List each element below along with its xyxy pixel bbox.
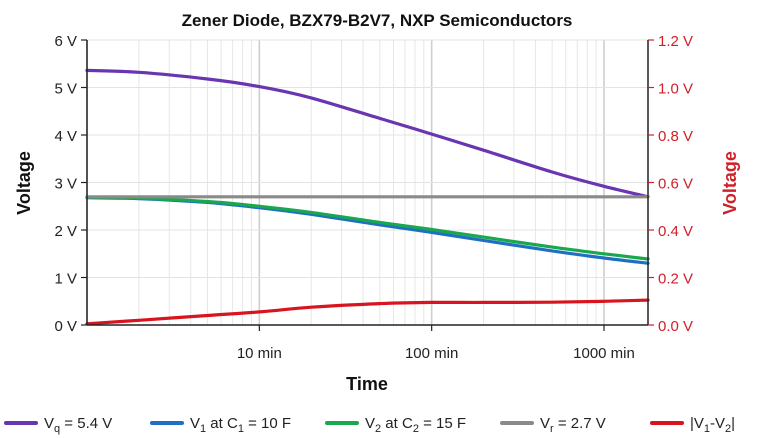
x-tick-label: 1000 min xyxy=(573,345,635,362)
y-axis-label-left: Voltage xyxy=(14,151,34,215)
y-tick-label-right: 0.6 V xyxy=(658,176,693,193)
legend-label-v1: V1 at C1 = 10 F xyxy=(190,415,291,435)
y-tick-label-right: 1.0 V xyxy=(658,81,693,98)
y-tick-label-left: 6 V xyxy=(54,33,77,50)
y-tick-label-left: 2 V xyxy=(54,223,77,240)
legend-label-vq: Vq = 5.4 V xyxy=(44,415,112,435)
x-axis-label: Time xyxy=(346,374,388,394)
legend: Vq = 5.4 V V1 at C1 = 10 F V2 at C2 = 15 F… xyxy=(4,415,735,435)
chart-title: Zener Diode, BZX79-B2V7, NXP Semiconduct… xyxy=(182,11,573,30)
series-lines xyxy=(85,68,650,326)
y-tick-label-right: 0.2 V xyxy=(658,271,693,288)
y-tick-label-left: 1 V xyxy=(54,271,77,288)
x-tick-label: 10 min xyxy=(237,345,282,362)
y-tick-label-left: 0 V xyxy=(54,318,77,335)
legend-label-v2: V2 at C2 = 15 F xyxy=(365,415,466,435)
y-tick-label-right: 1.2 V xyxy=(658,33,693,50)
x-tick-label: 100 min xyxy=(405,345,458,362)
series-line-v2 xyxy=(85,195,650,261)
legend-label-diff: |V1-V2| xyxy=(690,415,735,435)
y-tick-label-left: 3 V xyxy=(54,176,77,193)
y-tick-label-right: 0.0 V xyxy=(658,318,693,335)
axes: 0 V 1 V 2 V 3 V 4 V 5 V 6 V 0.0 V 0.2 V 0.4 V 0.6 … xyxy=(54,33,693,362)
y-tick-label-right: 0.8 V xyxy=(658,128,693,145)
series-line-vq xyxy=(85,68,650,199)
y-tick-label-left: 5 V xyxy=(54,81,77,98)
legend-label-vr: Vr = 2.7 V xyxy=(540,415,606,435)
y-tick-label-left: 4 V xyxy=(54,128,77,145)
y-tick-label-right: 0.4 V xyxy=(658,223,693,240)
series-line-diff xyxy=(85,298,650,326)
y-axis-label-right: Voltage xyxy=(720,151,740,215)
